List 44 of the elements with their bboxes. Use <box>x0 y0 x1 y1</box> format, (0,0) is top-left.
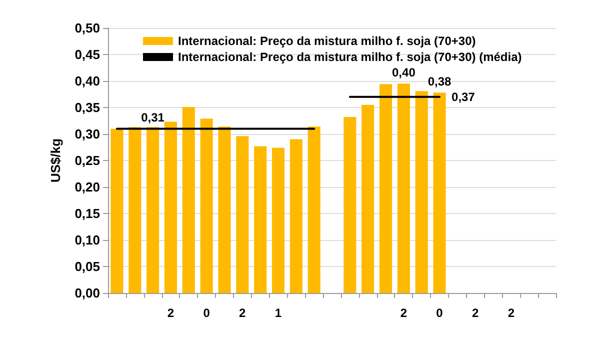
bar <box>308 126 320 293</box>
data-label: 0,31 <box>141 110 165 125</box>
bar <box>182 106 195 293</box>
bar <box>200 118 213 293</box>
x-tick-label: 2 <box>508 306 515 320</box>
y-axis-title: US$/kg <box>48 138 63 183</box>
y-tick-label: 0,15 <box>74 206 100 221</box>
bar <box>218 126 231 293</box>
y-tick-label: 0,10 <box>74 232 100 248</box>
bar <box>290 139 302 293</box>
y-tick-label: 0,45 <box>74 47 100 62</box>
bar <box>433 92 446 293</box>
bar <box>415 91 428 293</box>
bar <box>146 127 160 293</box>
legend-label: Internacional: Preço da mistura milho f. soja (70+30) (média) <box>178 50 522 64</box>
y-tick-label: 0,50 <box>74 20 100 36</box>
y-tick-label: 0,30 <box>74 126 100 142</box>
data-label: 0,37 <box>452 90 476 104</box>
legend-label: Internacional: Preço da mistura milho f. soja (70+30) <box>178 34 476 48</box>
y-tick-label: 0,05 <box>74 259 100 274</box>
data-label: 0,38 <box>428 74 452 89</box>
x-tick-label: 1 <box>274 306 282 320</box>
y-tick-label: 0,20 <box>74 180 100 194</box>
bar <box>164 122 177 293</box>
y-tick-label: 0,25 <box>74 153 100 168</box>
x-tick-label: 0 <box>436 306 444 320</box>
bar <box>397 84 410 293</box>
bar <box>110 128 124 293</box>
x-tick-label: 0 <box>203 306 210 320</box>
bar <box>272 148 285 293</box>
y-tick-label: 0,35 <box>74 100 100 115</box>
bar <box>236 136 249 293</box>
x-tick-label: 2 <box>472 306 480 320</box>
x-tick-label: 2 <box>400 306 408 320</box>
bar <box>379 84 392 293</box>
y-tick-label: 0,40 <box>74 74 100 88</box>
y-tick-label: 0,00 <box>74 286 100 300</box>
bar <box>128 127 142 293</box>
bar <box>362 104 374 293</box>
bar <box>344 117 356 293</box>
bar <box>254 146 267 293</box>
x-tick-label: 2 <box>167 306 174 320</box>
data-label: 0,40 <box>392 66 416 80</box>
x-tick-label: 2 <box>239 306 246 320</box>
